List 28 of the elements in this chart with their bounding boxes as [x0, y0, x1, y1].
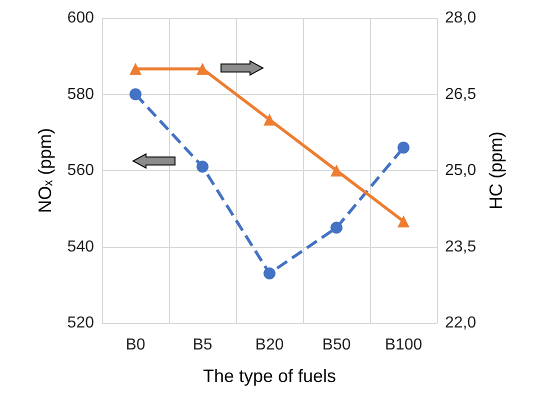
x-tick-label: B20 [255, 336, 284, 354]
point [330, 222, 342, 234]
y-axis-title: NOₓ (ppm) [35, 128, 55, 213]
x-axis-title: The type of fuels [202, 366, 336, 386]
x-tick-label: B50 [322, 336, 351, 354]
y2-tick-label: 28,0 [445, 10, 476, 26]
y2-tick-label: 26,5 [445, 86, 476, 103]
point [264, 114, 276, 126]
y-tick-label: 580 [67, 86, 94, 103]
point [398, 142, 410, 154]
y-tick-label: 560 [67, 162, 94, 179]
y2-tick-label: 22,0 [445, 314, 476, 332]
x-tick-label: B100 [384, 336, 422, 354]
point [398, 215, 410, 228]
point [196, 160, 208, 173]
y-tick-label: 540 [67, 238, 94, 256]
point [196, 62, 208, 75]
y2-tick-label: 25,0 [445, 162, 476, 179]
y-tick-label: 520 [67, 314, 94, 332]
point [330, 164, 342, 176]
y2-axis-title: HC (ppm) [486, 131, 506, 210]
point [130, 88, 142, 100]
y-tick-label: 600 [67, 10, 94, 26]
x-tick-label: B0 [126, 336, 146, 354]
point [264, 267, 276, 280]
x-tick-label: B5 [192, 336, 212, 354]
point [130, 62, 142, 75]
y2-tick-label: 23,5 [445, 238, 476, 256]
